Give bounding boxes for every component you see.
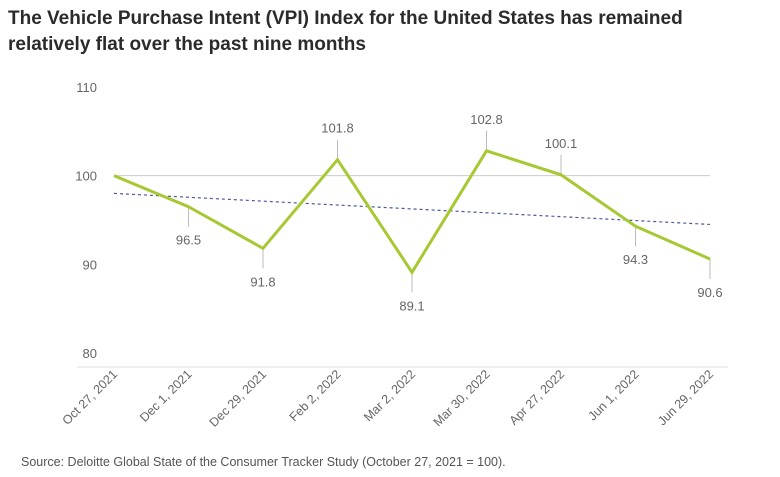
series-line bbox=[113, 149, 711, 276]
x-tick-label: Dec 1, 2021 bbox=[137, 367, 195, 425]
data-label: 101.8 bbox=[321, 121, 354, 136]
y-tick-label: 110 bbox=[76, 80, 97, 95]
x-tick-label: Oct 27, 2021 bbox=[60, 367, 121, 428]
data-label: 90.6 bbox=[697, 285, 722, 300]
x-tick-label: Dec 29, 2021 bbox=[207, 367, 270, 430]
data-label: 94.3 bbox=[623, 252, 648, 267]
x-tick-label: Mar 30, 2022 bbox=[431, 367, 493, 429]
y-tick-label: 80 bbox=[83, 346, 97, 361]
data-label: 91.8 bbox=[250, 274, 275, 289]
x-tick-label: Feb 2, 2022 bbox=[287, 367, 344, 424]
y-tick-label: 100 bbox=[75, 169, 97, 184]
trend-line bbox=[113, 192, 711, 226]
x-tick-label: Jun 1, 2022 bbox=[586, 367, 642, 423]
x-tick-label: Apr 27, 2022 bbox=[507, 367, 568, 428]
x-tick-label: Jun 29, 2022 bbox=[655, 367, 716, 428]
source-note: Source: Deloitte Global State of the Con… bbox=[21, 455, 506, 469]
data-label: 89.1 bbox=[399, 298, 424, 313]
y-tick-label: 90 bbox=[83, 257, 97, 272]
data-label: 102.8 bbox=[470, 112, 503, 127]
chart-title: The Vehicle Purchase Intent (VPI) Index … bbox=[8, 8, 683, 55]
data-label: 96.5 bbox=[176, 233, 201, 248]
data-label: 100.1 bbox=[545, 136, 578, 151]
x-tick-label: Mar 2, 2022 bbox=[361, 367, 418, 424]
